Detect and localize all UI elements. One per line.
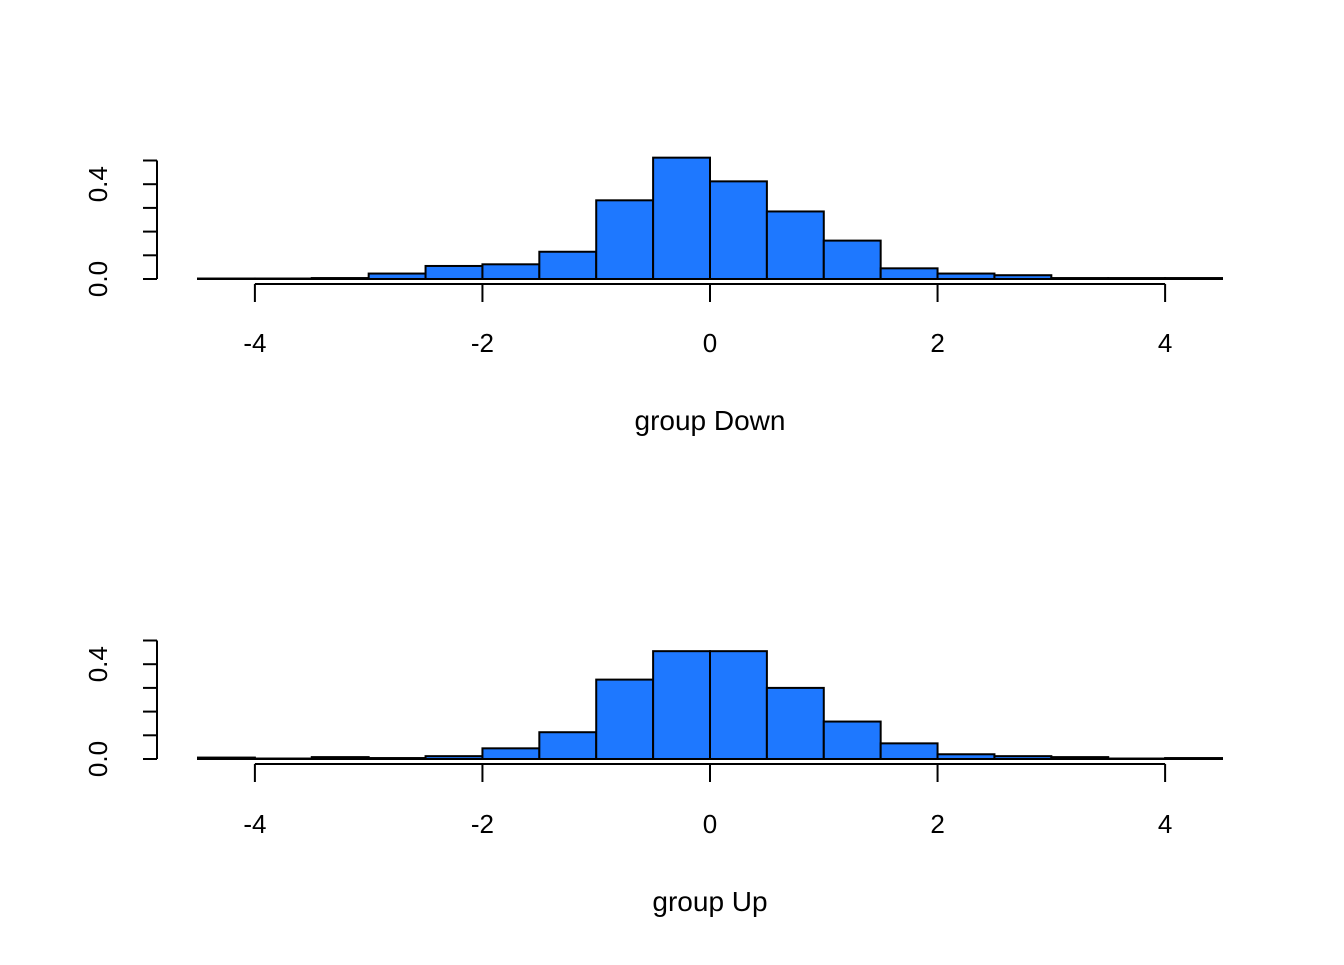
histogram-bar [824, 722, 881, 759]
x-tick-label: -4 [243, 809, 266, 839]
histogram-bar [994, 756, 1051, 759]
histogram-bar [482, 264, 539, 279]
y-tick-label: 0.0 [83, 741, 113, 777]
histogram-bar [767, 211, 824, 279]
histogram-bar [426, 756, 483, 759]
x-axis-label: group Down [635, 405, 786, 436]
histogram-bar [881, 268, 938, 279]
histogram-bar [1051, 757, 1108, 759]
histogram-bar [539, 732, 596, 759]
y-tick-label: 0.4 [83, 166, 113, 202]
y-tick-label: 0.0 [83, 261, 113, 297]
histogram-bar [938, 754, 995, 759]
histogram-bar [596, 680, 653, 759]
x-axis-label: group Up [652, 886, 767, 917]
histogram-bar [653, 158, 710, 279]
histogram-bar [710, 651, 767, 759]
histogram-bar [312, 278, 369, 279]
histogram-bar [653, 651, 710, 759]
x-tick-label: 4 [1158, 328, 1172, 358]
histogram-bar [994, 275, 1051, 279]
histogram-bar [938, 274, 995, 279]
histogram-bar [1165, 278, 1222, 279]
histogram-bar [824, 241, 881, 279]
histogram-bar [710, 181, 767, 279]
x-tick-label: -4 [243, 328, 266, 358]
x-tick-label: 0 [703, 328, 717, 358]
x-tick-label: 2 [930, 328, 944, 358]
panel-group-down: 0.0 0.4 -4 -2 0 2 4 group Down [83, 158, 1222, 436]
y-tick-label: 0.4 [83, 646, 113, 682]
x-tick-label: 2 [930, 809, 944, 839]
histogram-bar [1165, 758, 1222, 759]
histogram-bar [482, 748, 539, 759]
histogram-bar [596, 200, 653, 279]
panel-group-up: 0.0 0.4 -4 -2 0 2 4 group Up [83, 641, 1222, 918]
x-tick-label: -2 [471, 328, 494, 358]
histogram-bar [198, 758, 255, 759]
x-tick-label: 4 [1158, 809, 1172, 839]
x-tick-label: 0 [703, 809, 717, 839]
histogram-bar [369, 758, 426, 759]
histogram-bar [881, 743, 938, 759]
histogram-bar [1051, 278, 1108, 279]
x-tick-label: -2 [471, 809, 494, 839]
histogram-bar [312, 757, 369, 759]
histogram-bar [426, 266, 483, 279]
histogram-bar [539, 252, 596, 279]
histogram-bar [1108, 278, 1165, 279]
histogram-bar [767, 688, 824, 759]
histogram-bar [369, 274, 426, 279]
